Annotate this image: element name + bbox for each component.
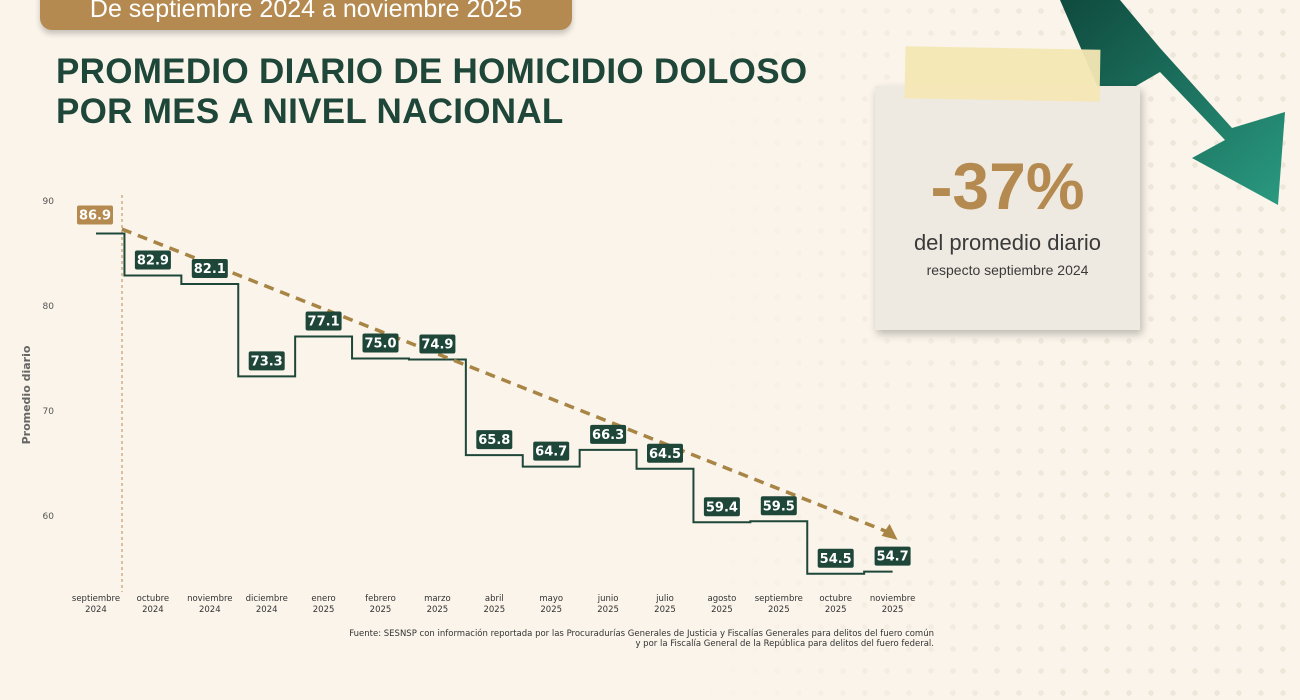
x-tick-month: febrero [365, 594, 396, 604]
y-tick-label: 70 [43, 407, 55, 417]
x-tick-month: noviembre [187, 594, 232, 604]
title-line-1: PROMEDIO DIARIO DE HOMICIDIO DOLOSO [56, 52, 808, 91]
data-label: 65.8 [478, 433, 510, 448]
data-label: 59.4 [706, 500, 738, 515]
data-label: 77.1 [308, 314, 340, 329]
data-label: 86.9 [79, 209, 111, 224]
y-tick-label: 60 [43, 512, 55, 522]
x-tick-month: noviembre [870, 594, 915, 604]
data-label-box [248, 351, 285, 371]
x-tick-month: enero [311, 594, 335, 604]
x-tick-year: 2024 [256, 605, 278, 615]
x-tick-year: 2025 [825, 605, 847, 615]
title-line-2: POR MES A NIVEL NACIONAL [56, 92, 564, 131]
data-label: 82.9 [137, 254, 169, 269]
callout-line-2: respecto septiembre 2024 [926, 262, 1089, 278]
callout-value: -37% [930, 149, 1085, 223]
x-tick-year: 2025 [711, 605, 733, 615]
x-tick-month: septiembre [755, 594, 803, 604]
x-tick-month: septiembre [72, 594, 120, 604]
x-tick-month: agosto [708, 594, 737, 604]
trend-line [121, 227, 888, 534]
data-label-box [703, 497, 740, 517]
data-label: 64.7 [535, 445, 567, 460]
x-tick-year: 2025 [313, 605, 335, 615]
data-label-box [476, 430, 513, 450]
step-series [96, 232, 893, 575]
x-tick-month: diciembre [246, 594, 288, 604]
x-tick-month: abril [485, 594, 504, 604]
x-tick-month: mayo [539, 594, 563, 604]
source-note: Fuente: SESNSP con información reportada… [349, 629, 934, 649]
data-label: 66.3 [592, 428, 624, 443]
x-tick-year: 2025 [768, 605, 790, 615]
data-label-box [760, 496, 797, 516]
data-label-box [362, 333, 399, 353]
data-label: 59.5 [763, 499, 795, 514]
data-label-box [305, 311, 342, 331]
x-tick-year: 2024 [199, 605, 221, 615]
data-label-box [419, 334, 456, 354]
x-tick-year: 2025 [540, 605, 562, 615]
date-range-banner: De septiembre 2024 a noviembre 2025 [40, 0, 572, 30]
data-label-box [134, 250, 171, 270]
data-label: 75.0 [364, 337, 396, 352]
callout-note [875, 86, 1140, 330]
y-axis-label: Promedio diario [20, 345, 33, 444]
x-tick-year: 2025 [597, 605, 619, 615]
data-label: 54.7 [877, 550, 909, 565]
x-tick-year: 2025 [427, 605, 449, 615]
data-label: 73.3 [251, 354, 283, 369]
data-label-box [647, 443, 683, 463]
x-tick-month: junio [597, 594, 619, 604]
x-tick-year: 2025 [654, 605, 676, 615]
x-tick-month: marzo [424, 594, 451, 604]
trend-arrow-icon [881, 523, 898, 540]
callout-line-1: del promedio diario [913, 230, 1102, 255]
data-label: 54.5 [820, 552, 852, 567]
data-label-box [874, 546, 911, 566]
x-tick-year: 2025 [483, 605, 505, 615]
data-label-box [533, 441, 570, 461]
x-tick-year: 2025 [882, 605, 904, 615]
x-tick-year: 2025 [370, 605, 392, 615]
x-tick-year: 2024 [85, 605, 107, 615]
data-label: 74.9 [421, 338, 453, 353]
data-label-box [590, 424, 627, 444]
data-label-box [817, 548, 854, 568]
page-title: PROMEDIO DIARIO DE HOMICIDIO DOLOSO POR … [56, 52, 807, 132]
source-line-1: Fuente: SESNSP con información reportada… [349, 629, 934, 639]
source-line-2: y por la Fiscalía General de la Repúblic… [635, 639, 934, 649]
y-tick-label: 90 [43, 197, 55, 207]
data-label-box [191, 258, 228, 278]
data-label-box [77, 205, 113, 225]
x-tick-year: 2024 [142, 605, 164, 615]
x-tick-month: julio [655, 594, 674, 604]
x-tick-month: octubre [819, 594, 852, 604]
data-label: 64.5 [649, 447, 681, 462]
x-tick-month: octubre [137, 594, 170, 604]
y-tick-label: 80 [43, 302, 55, 312]
data-label: 82.1 [194, 262, 226, 277]
